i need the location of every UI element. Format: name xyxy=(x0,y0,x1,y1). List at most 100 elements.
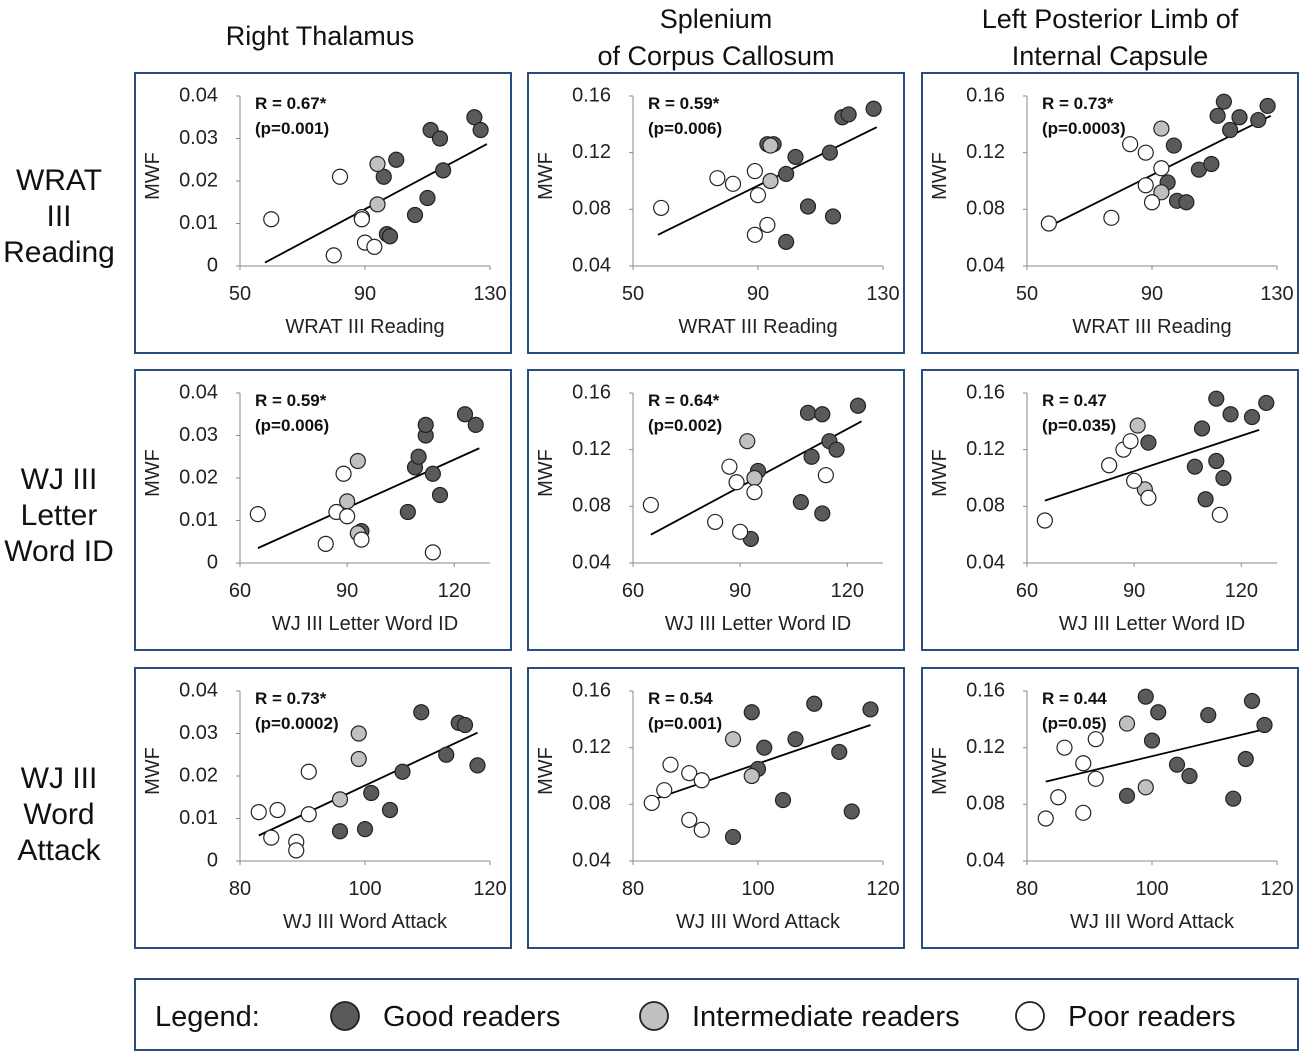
data-point-good xyxy=(406,206,424,224)
scatter-panel-r2-c1: 0.04 0.08 0.12 0.16 80 100 120 WJ III Word Atta… xyxy=(527,667,905,949)
y-axis-label: MWF xyxy=(142,449,164,497)
data-point-poor xyxy=(746,226,763,243)
data-point-poor xyxy=(1211,506,1228,523)
data-point-poor xyxy=(1137,177,1154,194)
y-tick-label: 0 xyxy=(207,849,218,871)
data-point-good xyxy=(1197,491,1214,508)
data-point-poor xyxy=(656,782,673,799)
x-tick-label: 50 xyxy=(229,283,251,305)
data-point-good xyxy=(1143,732,1161,749)
data-point-good xyxy=(1237,750,1254,768)
x-tick-label: 50 xyxy=(1016,283,1038,305)
data-point-intermediate xyxy=(349,452,366,470)
data-point-poor xyxy=(1075,755,1092,772)
y-axis-label: MWF xyxy=(535,152,557,200)
data-point-good xyxy=(1140,434,1157,451)
y-tick-label: 0.12 xyxy=(572,438,611,460)
y-tick-label: 0.03 xyxy=(179,424,218,446)
data-point-poor xyxy=(263,211,280,228)
y-axis-label: MWF xyxy=(535,449,557,497)
legend-frame xyxy=(134,978,1299,1051)
correlation-p: (p=0.006) xyxy=(255,416,329,435)
data-point-intermediate xyxy=(739,433,756,450)
data-point-poor xyxy=(642,496,659,514)
data-point-good xyxy=(438,746,455,763)
legend-marker-good xyxy=(330,1001,360,1031)
data-point-poor xyxy=(728,474,745,491)
data-point-poor xyxy=(1037,810,1054,827)
legend-label-intermediate: Intermediate readers xyxy=(692,1001,960,1033)
x-tick-label: 120 xyxy=(438,580,471,602)
y-tick-label: 0.04 xyxy=(572,551,611,573)
row-title: WRAT xyxy=(16,164,102,197)
data-point-good xyxy=(356,821,374,838)
y-tick-label: 0.08 xyxy=(966,495,1005,517)
data-point-good xyxy=(865,100,882,117)
data-point-poor xyxy=(1101,457,1118,474)
data-point-poor xyxy=(250,804,267,821)
scatter-panel-r1-c1: 0.04 0.08 0.12 0.16 60 90 120 WJ III Letter Wor… xyxy=(527,369,905,651)
data-point-poor xyxy=(366,238,383,255)
data-point-good xyxy=(381,801,399,819)
y-tick-label: 0.04 xyxy=(572,849,611,871)
data-point-good xyxy=(1137,688,1154,705)
data-point-good xyxy=(828,441,845,458)
correlation-r: R = 0.59* xyxy=(648,94,720,113)
data-point-good xyxy=(431,130,449,147)
y-tick-label: 0.03 xyxy=(179,722,218,744)
panel-frame xyxy=(527,369,905,651)
data-point-poor xyxy=(335,465,352,482)
data-point-good xyxy=(431,486,449,504)
data-point-good xyxy=(424,465,441,482)
data-point-good xyxy=(849,397,867,414)
data-point-intermediate xyxy=(724,731,742,748)
y-tick-label: 0.01 xyxy=(179,212,218,234)
column-title: of Corpus Callosum xyxy=(597,41,834,71)
y-tick-label: 0.04 xyxy=(966,551,1005,573)
data-point-good xyxy=(1208,390,1225,407)
panel-frame xyxy=(921,667,1299,949)
data-point-good xyxy=(1165,137,1182,154)
x-tick-label: 120 xyxy=(831,580,864,602)
y-axis-label: MWF xyxy=(142,747,164,795)
data-point-poor xyxy=(300,806,317,823)
data-point-poor xyxy=(662,756,679,773)
data-point-poor xyxy=(1040,215,1057,232)
data-point-good xyxy=(331,823,349,840)
data-point-good xyxy=(469,757,486,774)
correlation-r: R = 0.47 xyxy=(1042,391,1107,410)
y-tick-label: 0.04 xyxy=(179,679,218,701)
data-point-good xyxy=(1193,420,1211,437)
y-tick-label: 0.16 xyxy=(572,84,611,106)
panel-frame xyxy=(134,369,512,651)
x-tick-label: 90 xyxy=(729,580,751,602)
legend-label-poor: Poor readers xyxy=(1068,1001,1236,1033)
data-point-poor xyxy=(353,211,370,228)
correlation-p: (p=0.001) xyxy=(648,714,722,733)
y-tick-label: 0.16 xyxy=(966,381,1005,403)
data-point-good xyxy=(1178,194,1195,211)
data-point-poor xyxy=(1103,209,1120,226)
data-point-good xyxy=(1150,704,1167,721)
y-tick-label: 0.08 xyxy=(572,198,611,220)
data-point-good xyxy=(843,803,860,820)
y-axis-label: MWF xyxy=(535,747,557,795)
correlation-p: (p=0.001) xyxy=(255,119,329,138)
correlation-r: R = 0.44 xyxy=(1042,689,1107,708)
data-point-poor xyxy=(681,765,698,782)
data-point-good xyxy=(1256,716,1273,734)
data-point-good xyxy=(743,704,760,721)
y-tick-label: 0.16 xyxy=(966,84,1005,106)
data-point-good xyxy=(756,739,773,756)
data-point-good xyxy=(799,198,817,215)
legend-title: Legend: xyxy=(155,1001,260,1033)
data-point-good xyxy=(1243,692,1261,710)
data-point-good xyxy=(799,404,817,421)
data-point-good xyxy=(456,716,474,734)
panel-frame xyxy=(527,667,905,949)
data-point-good xyxy=(1250,111,1267,129)
data-point-poor xyxy=(721,458,738,475)
x-axis-label: WRAT III Reading xyxy=(1072,316,1231,338)
x-tick-label: 130 xyxy=(473,283,506,305)
data-point-good xyxy=(1215,93,1232,110)
